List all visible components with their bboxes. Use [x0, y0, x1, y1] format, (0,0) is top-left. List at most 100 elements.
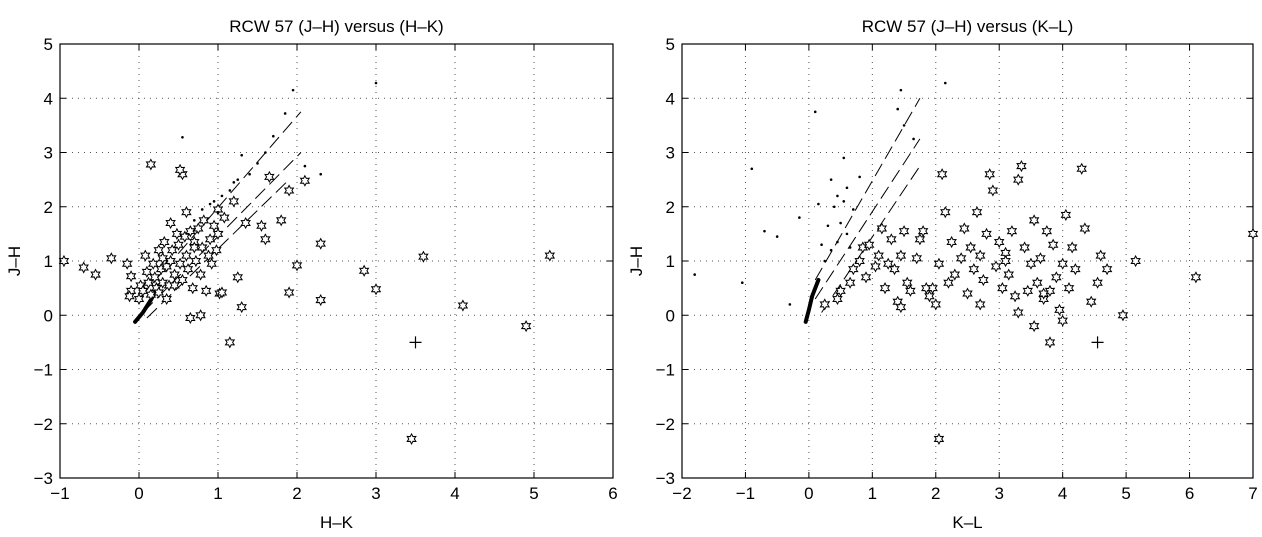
plus-point [1091, 336, 1104, 349]
star-point [984, 168, 995, 181]
dot-point [820, 243, 823, 247]
star-point [153, 286, 165, 299]
star-point [930, 298, 942, 311]
star-point [189, 241, 200, 254]
star-point [1022, 284, 1034, 297]
dot-point [842, 156, 846, 160]
star-point [90, 268, 101, 281]
star-point [161, 292, 172, 306]
star-point [943, 276, 954, 289]
dot-point [208, 202, 212, 206]
star-point [835, 284, 846, 297]
dot-point [902, 124, 906, 127]
reddening-line [814, 138, 921, 300]
x-tick-label: 2 [292, 484, 301, 503]
y-tick-label: 0 [44, 306, 53, 325]
star-point [406, 432, 417, 446]
dot-point [896, 107, 900, 111]
star-point [993, 235, 1005, 249]
star-point [157, 252, 168, 265]
dot-point [291, 88, 295, 92]
dot-point [319, 172, 323, 176]
star-point [196, 241, 208, 254]
star-point [927, 282, 938, 295]
star-point [955, 252, 967, 265]
dot-point [829, 248, 833, 252]
plus-point [409, 336, 422, 349]
star-point [195, 268, 206, 281]
star-point [174, 163, 186, 176]
dot-point [248, 172, 251, 176]
star-point [283, 184, 295, 197]
star-point [997, 282, 1008, 295]
star-point [264, 170, 275, 183]
star-point [157, 276, 168, 289]
x-tick-label: −2 [672, 484, 691, 503]
star-point [1247, 227, 1259, 240]
dot-point [775, 235, 779, 238]
star-point [124, 290, 135, 303]
dot-point [899, 88, 903, 92]
y-tick-label: −1 [34, 361, 53, 380]
star-point [1041, 225, 1053, 238]
star-point [1057, 314, 1068, 327]
star-point [863, 238, 875, 251]
star-point [149, 271, 161, 284]
dot-point [240, 153, 243, 157]
star-point [315, 237, 326, 250]
star-point [974, 298, 986, 311]
chart-title: RCW 57 (J–H) versus (K–L) [862, 17, 1074, 36]
star-point [974, 249, 986, 262]
dot-point [852, 208, 855, 211]
star-point [1066, 241, 1078, 254]
star-point [200, 284, 212, 297]
star-point [240, 216, 251, 230]
star-point [971, 206, 983, 219]
dot-point [236, 178, 240, 181]
star-point [147, 257, 159, 270]
y-tick-label: 3 [666, 144, 675, 163]
star-point [206, 257, 217, 270]
dot-point [256, 162, 259, 165]
star-point [260, 233, 271, 246]
star-point [1035, 252, 1046, 265]
star-point [165, 216, 176, 230]
dot-point [750, 167, 754, 171]
star-point [125, 270, 137, 283]
star-point [819, 298, 831, 311]
star-point [204, 233, 216, 246]
star-point [174, 257, 186, 270]
x-tick-label: 6 [608, 484, 617, 503]
star-point [870, 260, 881, 273]
y-tick-label: 4 [44, 89, 53, 108]
x-tick-label: 1 [868, 484, 877, 503]
star-point [216, 286, 228, 299]
x-tick-label: −1 [736, 484, 755, 503]
star-point [315, 293, 326, 307]
dot-point [228, 189, 232, 192]
star-point [165, 254, 176, 268]
star-point [544, 249, 556, 262]
star-point [889, 263, 900, 276]
y-tick-label: 5 [44, 35, 53, 54]
dot-point [912, 137, 915, 141]
reddening-line [821, 165, 921, 313]
star-point [256, 219, 267, 232]
star-point [905, 284, 916, 297]
star-point [1032, 276, 1043, 289]
y-tick-label: −2 [656, 415, 675, 434]
star-point [457, 299, 469, 312]
dot-point [374, 81, 378, 85]
dot-point [181, 136, 184, 139]
chart-jh-vs-hk: −1 0 1 2 3 4 5 6 −3 −2 −1 0 1 2 3 4 5 RCW 57 (J–H) versus… [5, 17, 618, 532]
star-point [1101, 263, 1113, 276]
dot-point [798, 216, 801, 219]
star-point [171, 227, 183, 240]
star-point [1000, 254, 1011, 268]
x-tick-label: 1 [213, 484, 222, 503]
star-point [1051, 271, 1062, 284]
star-point [882, 257, 894, 270]
dot-point [200, 208, 204, 211]
star-point [968, 263, 980, 276]
